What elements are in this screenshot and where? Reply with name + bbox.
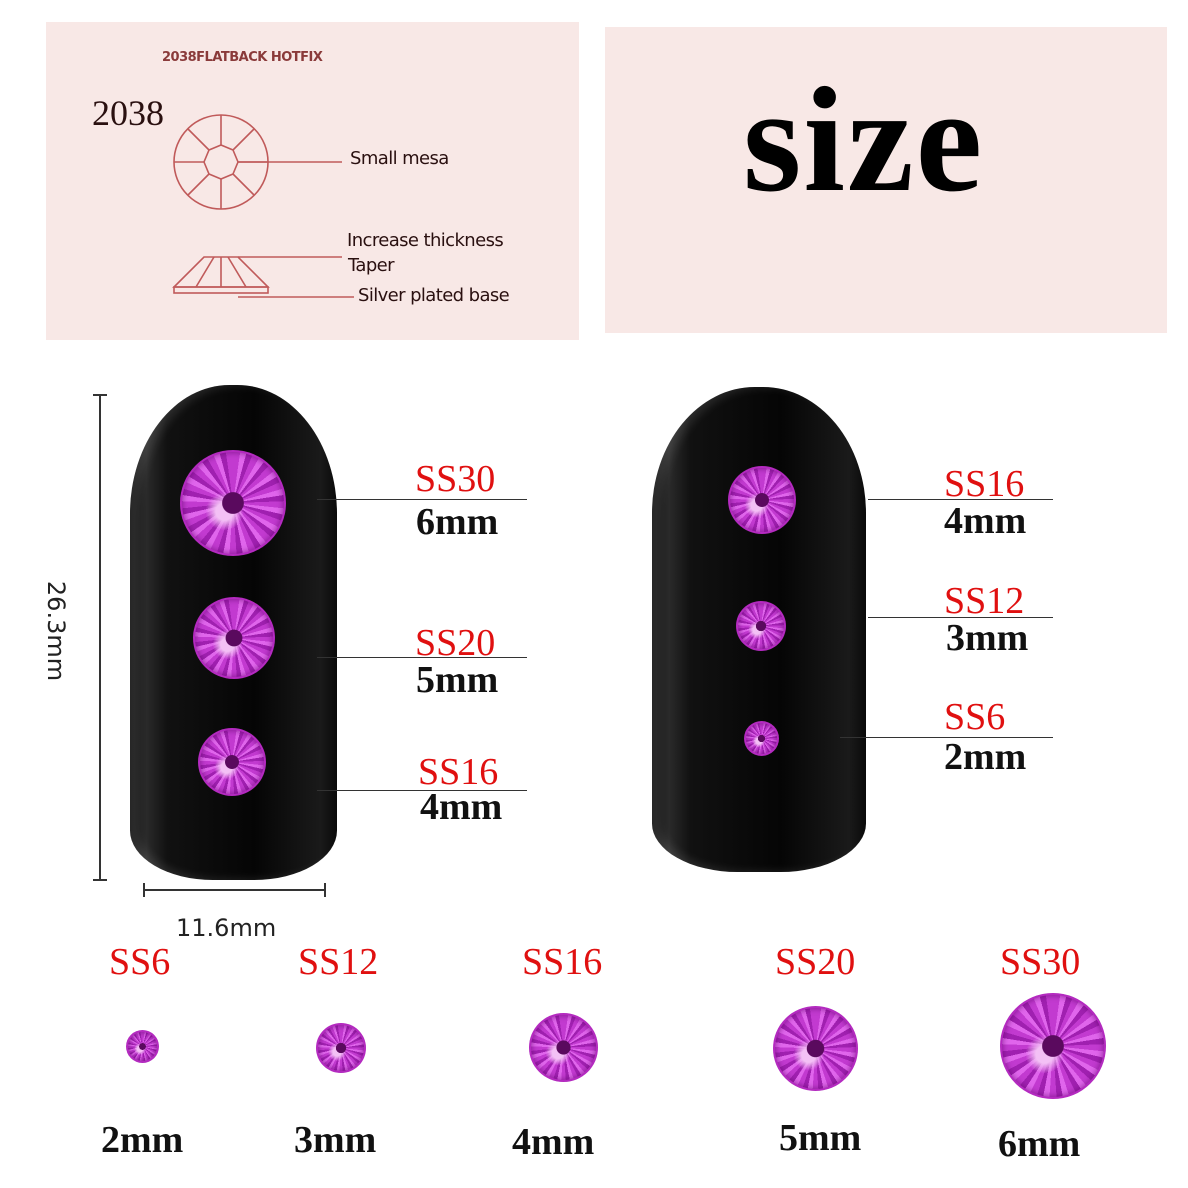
label-small-mesa: Small mesa [350, 148, 449, 169]
right-label-ss: SS12 [944, 580, 1025, 622]
leader-line [840, 737, 1053, 738]
left-label-mm: 5mm [416, 659, 499, 701]
right-label-ss: SS6 [944, 696, 1006, 738]
row-label-ss: SS16 [522, 941, 603, 983]
gem-ss30 [180, 450, 286, 556]
gem-ss20 [773, 1006, 858, 1091]
right-label-mm: 4mm [944, 500, 1027, 542]
row-label-ss: SS30 [1000, 941, 1081, 983]
rhinestone-diagram-icon [172, 114, 354, 298]
right-label-mm: 3mm [946, 617, 1029, 659]
label-increase-thickness: Increase thickness [347, 230, 504, 251]
gem-ss30 [1000, 993, 1106, 1099]
label-taper: Taper [348, 255, 395, 276]
gem-ss16 [198, 728, 266, 796]
height-tick-bottom [93, 879, 107, 881]
gem-ss12 [736, 601, 786, 651]
row-label-mm: 6mm [998, 1123, 1081, 1165]
leader-line [317, 790, 527, 791]
gem-ss6 [126, 1030, 159, 1063]
label-silver-plated-base: Silver plated base [358, 285, 510, 306]
left-label-mm: 6mm [416, 501, 499, 543]
left-label-mm: 4mm [420, 786, 503, 828]
width-tick-left [143, 883, 145, 897]
left-label-ss: SS30 [415, 458, 496, 500]
row-label-mm: 5mm [779, 1117, 862, 1159]
gem-ss12 [316, 1023, 366, 1073]
row-label-ss: SS6 [109, 941, 171, 983]
height-label: 26.3mm [42, 580, 71, 682]
gem-ss16 [728, 466, 796, 534]
model-number: 2038 [92, 93, 164, 133]
row-label-ss: SS20 [775, 941, 856, 983]
right-label-mm: 2mm [944, 736, 1027, 778]
gem-ss16 [529, 1013, 598, 1082]
row-label-mm: 3mm [294, 1119, 377, 1161]
page-title: size [743, 57, 985, 223]
height-tick-top [93, 394, 107, 396]
gem-ss6 [744, 721, 779, 756]
right-label-ss: SS16 [944, 463, 1025, 505]
width-dimension-line [143, 889, 326, 891]
height-dimension-line [99, 395, 101, 880]
width-tick-right [324, 883, 326, 897]
structure-diagram-panel: 2038FLATBACK HOTFIX 2038 Small mesa Incr… [46, 22, 579, 340]
leader-line [317, 499, 527, 500]
diagram-header: 2038FLATBACK HOTFIX [162, 50, 323, 65]
row-label-ss: SS12 [298, 941, 379, 983]
gem-ss20 [193, 597, 275, 679]
leader-line [868, 499, 1053, 500]
width-label: 11.6mm [176, 914, 277, 942]
size-title-panel: size [605, 27, 1167, 333]
leader-line [317, 657, 527, 658]
leader-line [868, 617, 1053, 618]
row-label-mm: 2mm [101, 1119, 184, 1161]
left-label-ss: SS20 [415, 622, 496, 664]
left-label-ss: SS16 [418, 751, 499, 793]
row-label-mm: 4mm [512, 1121, 595, 1163]
